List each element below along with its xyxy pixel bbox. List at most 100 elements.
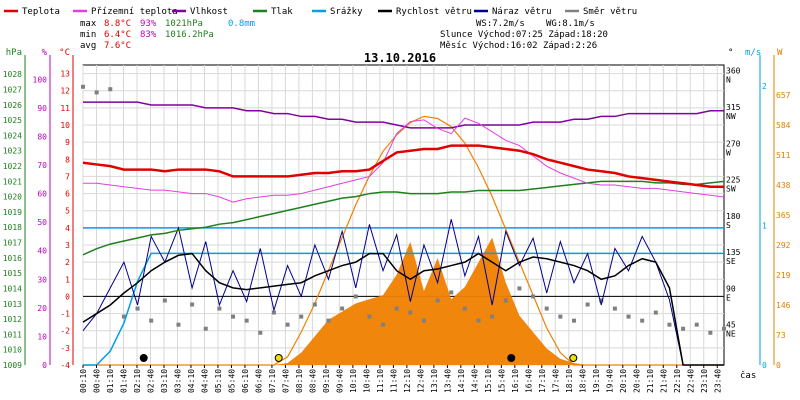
wind-direction-point — [571, 318, 576, 323]
axis-tick-degc: -1 — [60, 310, 70, 319]
axis-tick-dir-compass: S — [726, 221, 731, 230]
x-tick-label: 17:10 — [538, 369, 547, 393]
wind-direction-point — [231, 314, 236, 319]
axis-tick-degc: -4 — [60, 361, 70, 370]
x-tick-label: 01:10 — [106, 369, 115, 393]
axis-tick-pct: 80 — [37, 132, 47, 141]
axis-tick-degc: 5 — [65, 207, 70, 216]
wind-direction-point — [544, 306, 549, 311]
axis-unit-w: W — [777, 48, 783, 58]
x-tick-label: 19:10 — [592, 369, 601, 393]
axis-tick-hpa: 1028 — [3, 70, 22, 79]
axis-tick-hpa: 1022 — [3, 162, 22, 171]
stat-max-temp: 8.8°C — [104, 19, 131, 29]
x-tick-label: 17:40 — [551, 369, 560, 393]
x-tick-label: 19:40 — [605, 369, 614, 393]
axis-tick-dir-compass: NW — [726, 112, 736, 121]
axis-tick-hpa: 1015 — [3, 269, 22, 278]
wind-direction-point — [285, 322, 290, 327]
wind-direction-point — [121, 314, 126, 319]
x-tick-label: 03:40 — [173, 369, 182, 393]
x-tick-label: 20:10 — [619, 369, 628, 393]
wind-direction-point — [462, 306, 467, 311]
wind-direction-point — [299, 314, 304, 319]
axis-tick-dir-compass: N — [726, 76, 731, 85]
stat-max-rain: 0.8mm — [228, 19, 255, 29]
x-tick-label: 07:40 — [281, 369, 290, 393]
axis-tick-degc: 4 — [65, 224, 70, 233]
axis-tick-hpa: 1025 — [3, 116, 22, 125]
axis-tick-hpa: 1017 — [3, 239, 22, 248]
stat-min-press: 1016.2hPa — [165, 30, 214, 40]
legend-label: Srážky — [330, 7, 363, 17]
axis-tick-dir: 45 — [726, 321, 736, 330]
chart-title: 13.10.2016 — [364, 51, 436, 65]
axis-tick-pct: 10 — [37, 332, 47, 341]
legend-label: Směr větru — [583, 7, 637, 17]
axis-tick-hpa: 1009 — [3, 361, 22, 370]
axis-tick-dir-compass: SW — [726, 185, 736, 194]
wind-direction-points — [81, 84, 726, 335]
x-tick-label: 08:10 — [295, 369, 304, 393]
series-line-teplota — [82, 144, 724, 188]
axis-tick-w: 219 — [776, 271, 791, 280]
marker-moonrise — [507, 354, 516, 362]
stat-max-hum: 93% — [140, 19, 157, 29]
x-tick-label: 12:40 — [416, 369, 425, 393]
axis-tick-w: 146 — [776, 301, 791, 310]
x-tick-label: 00:40 — [92, 369, 101, 393]
axis-unit-pct: % — [42, 48, 48, 58]
wind-direction-point — [653, 310, 658, 315]
stat-ws: WS:7.2m/s — [476, 19, 525, 29]
wind-direction-point — [190, 302, 195, 307]
axis-tick-dir: 135 — [726, 248, 741, 257]
wind-direction-point — [503, 298, 508, 303]
wind-direction-point — [708, 330, 713, 335]
axis-unit-ms: m/s — [745, 48, 761, 58]
x-tick-label: 04:10 — [187, 369, 196, 393]
axis-tick-w: 365 — [776, 211, 791, 220]
x-tick-label: 11:40 — [389, 369, 398, 393]
axis-tick-hpa: 1023 — [3, 147, 22, 156]
x-tick-label: 16:40 — [524, 369, 533, 393]
stat-avg-temp: 7.6°C — [104, 41, 131, 51]
axis-tick-degc: -2 — [60, 327, 70, 336]
wind-direction-point — [353, 294, 358, 299]
axis-tick-degc: 13 — [60, 70, 70, 79]
legend: Teplota Přízemní teplota Vlhkost Tlak Srážky… — [4, 7, 637, 17]
axis-tick-w: 657 — [776, 91, 791, 100]
x-tick-label: 18:10 — [565, 369, 574, 393]
axis-tick-degc: 3 — [65, 241, 70, 250]
stat-moon: Měsíc Východ:16:02 Západ:2:26 — [440, 41, 597, 51]
axis-tick-ms: 2 — [762, 82, 767, 91]
axis-tick-dir: 90 — [726, 284, 736, 293]
wind-direction-point — [531, 294, 536, 299]
axis-tick-degc: 0 — [65, 292, 70, 301]
axis-tick-degc: 10 — [60, 121, 70, 130]
axis-tick-pct: 0 — [42, 361, 47, 370]
x-tick-label: 05:40 — [227, 369, 236, 393]
axis-tick-w: 292 — [776, 241, 791, 250]
axis-tick-degc: 1 — [65, 275, 70, 284]
axis-tick-pct: 40 — [37, 247, 47, 256]
theoretical-radiation-line — [83, 115, 724, 366]
x-tick-label: 22:40 — [686, 369, 695, 393]
x-tick-label: 21:10 — [646, 369, 655, 393]
stat-min-temp: 6.4°C — [104, 30, 131, 40]
wind-direction-point — [94, 90, 99, 95]
wind-direction-point — [599, 298, 604, 303]
legend-label: Tlak — [271, 7, 293, 17]
x-tick-label: 23:40 — [713, 369, 722, 393]
x-tick-label: 14:10 — [457, 369, 466, 393]
axis-tick-ms: 1 — [762, 221, 767, 230]
axis-tick-w: 73 — [776, 331, 786, 340]
wind-direction-point — [108, 87, 113, 92]
legend-label: Přízemní teplota — [91, 7, 178, 17]
wind-direction-point — [340, 306, 345, 311]
x-tick-label: 21:40 — [659, 369, 668, 393]
stat-min-label: min — [80, 30, 96, 40]
axis-tick-dir-compass: SE — [726, 257, 736, 266]
axis-tick-degc: 2 — [65, 258, 70, 267]
legend-label: Vlhkost — [190, 7, 228, 17]
